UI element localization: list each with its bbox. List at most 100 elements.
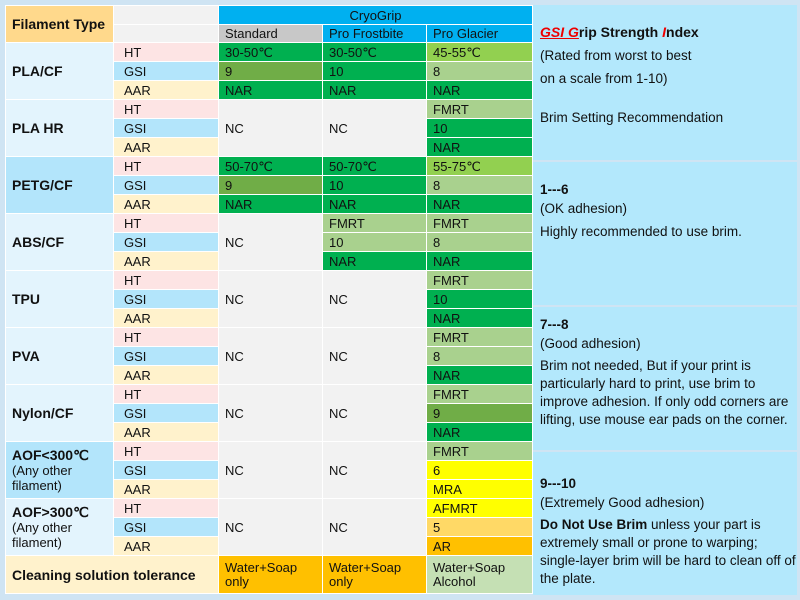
filament-type-header: Filament Type [5,5,114,43]
value-cell: 9 [218,61,323,81]
value-cell: NAR [322,80,427,100]
value-cell: MRA [426,479,533,499]
value-cell: 30-50℃ [322,42,427,62]
filament-name-text: Nylon/CF [12,404,74,421]
table-row: AOF>300℃ (Any other filament) HT NC NC AFMRT [5,498,533,556]
value-cell: 10 [322,61,427,81]
table-row: AAR MRA [6,479,533,499]
value-cell: 8 [426,61,533,81]
row-label-aar: AAR [113,365,219,385]
table-row: PVA HT NC NC FMRT [5,327,533,385]
range-1-6-text: Highly recommended to use brim. [540,224,742,239]
filament-name-text: AOF>300℃ [12,503,89,520]
legend-title: GSI Grip Strength Index [540,24,699,40]
value-cell: FMRT [426,213,533,233]
filament-name-text: PVA [12,347,40,364]
value-cell: NAR [322,194,427,214]
table-row: ABS/CF HT NC FMRT FMRT [5,213,533,271]
value-cell: 10 [426,289,533,309]
cleaning-value: Water+Soap only [218,555,323,594]
not-compatible-cell: NC [322,498,427,556]
value-cell: NAR [426,251,533,271]
value-cell: 55-75℃ [426,156,533,176]
table-row: AAR AR [6,536,533,556]
value-cell: FMRT [426,327,533,347]
value-cell: 10 [426,118,533,138]
table-row: GSI 10 8 [6,232,533,252]
row-label-aar: AAR [113,536,219,556]
not-compatible-cell: NC [218,384,323,442]
filament-subtitle: (Any other filament) [12,462,72,493]
row-label-aar: AAR [113,422,219,442]
value-cell: 8 [426,175,533,195]
filament-name: PLA HR [5,99,114,157]
not-compatible-cell: NC [218,498,323,556]
value-cell: 30-50℃ [218,42,323,62]
filament-name-text: AOF<300℃ [12,446,89,463]
cleaning-label: Cleaning solution tolerance [5,555,219,594]
table-row: PLA HR HT NC NC FMRT [5,99,533,157]
row-label-ht: HT [113,213,219,233]
not-compatible-cell: NC [322,270,427,328]
filament-name: AOF<300℃ (Any other filament) [5,441,114,499]
row-label-ht: HT [113,327,219,347]
value-cell: FMRT [322,213,427,233]
filament-subtitle: (Any other filament) [12,519,72,550]
range-1-6: 1---6 [540,182,569,197]
value-cell: 8 [426,232,533,252]
range-9-10-desc: (Extremely Good adhesion) [540,495,705,510]
legend-rated: (Rated from worst to best [540,48,692,63]
value-cell: FMRT [426,99,533,119]
row-label-gsi: GSI [113,232,219,252]
not-compatible-cell: NC [218,327,323,385]
table-row: AAR NAR [6,422,533,442]
row-label-ht: HT [113,99,219,119]
range-7-8-text: Brim not needed, But if your print is pa… [540,358,789,427]
column-header-pro-glacier: Pro Glacier [426,24,533,43]
row-label-aar: AAR [113,308,219,328]
not-compatible-cell: NC [322,327,427,385]
filament-name: TPU [5,270,114,328]
value-cell: 9 [218,175,323,195]
row-label-ht: HT [113,42,219,62]
table-row: AOF<300℃ (Any other filament) HT NC NC FMRT [5,441,533,499]
value-cell: 6 [426,460,533,480]
row-label-ht: HT [113,441,219,461]
row-label-aar: AAR [113,80,219,100]
value-cell: NAR [426,365,533,385]
row-label-aar: AAR [113,194,219,214]
row-label-gsi: GSI [113,403,219,423]
column-header-standard: Standard [218,24,323,43]
value-cell: NAR [218,80,323,100]
table-row: AAR NAR [6,137,533,157]
column-header-pro-frostbite: Pro Frostbite [322,24,427,43]
row-label-gsi: GSI [113,61,219,81]
not-compatible-cell: NC [218,99,323,157]
filament-name: AOF>300℃ (Any other filament) [5,498,114,556]
row-label-ht: HT [113,270,219,290]
row-label-gsi: GSI [113,289,219,309]
not-compatible-cell: NC [322,99,427,157]
value-cell: 45-55℃ [426,42,533,62]
filament-name-text: TPU [12,290,40,307]
value-cell: 9 [426,403,533,423]
blank-header [113,24,219,43]
value-cell: FMRT [426,384,533,404]
filament-name: PLA/CF [5,42,114,100]
value-cell: 5 [426,517,533,537]
table-row: GSI 8 [6,346,533,366]
value-cell: AFMRT [426,498,533,518]
value-cell: 10 [322,232,427,252]
table-row: AAR NAR NAR NAR [6,194,533,214]
filament-name: PVA [5,327,114,385]
brand-header: CryoGrip [218,5,533,25]
not-compatible-cell: NC [218,270,323,328]
brim-heading: Brim Setting Recommendation [540,110,724,125]
blank-header [113,5,219,25]
filament-compatibility-table: Filament Type CryoGrip Standard Pro Frost… [5,5,533,594]
filament-name: PETG/CF [5,156,114,214]
row-label-gsi: GSI [113,118,219,138]
table-row: AAR NAR [6,365,533,385]
row-label-gsi: GSI [113,175,219,195]
filament-name-text: ABS/CF [12,233,65,250]
